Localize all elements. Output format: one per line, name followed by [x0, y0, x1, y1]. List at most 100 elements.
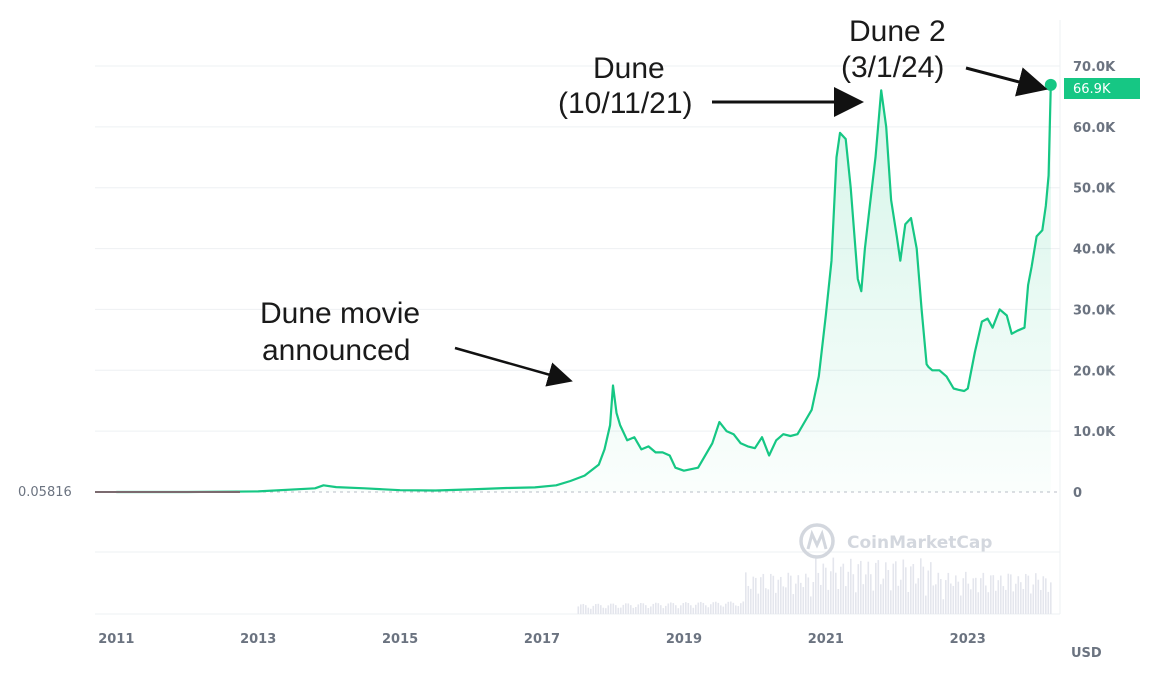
- volume-bar: [832, 557, 835, 614]
- last-price-dot: [1044, 78, 1057, 91]
- volume-bar: [915, 583, 917, 614]
- volume-bar: [1010, 574, 1012, 614]
- volume-bar: [602, 607, 605, 614]
- volume-bar: [1050, 582, 1052, 614]
- volume-bar: [925, 595, 927, 614]
- volume-bar: [942, 599, 945, 614]
- y-tick-label: 50.0K: [1073, 182, 1116, 197]
- volume-bar: [665, 605, 667, 614]
- volume-bar: [717, 602, 720, 614]
- last-price-label: 66.9K: [1073, 82, 1111, 97]
- annotation-dune-movie-line1: Dune movie: [260, 297, 420, 330]
- y-tick-label: 0: [1073, 486, 1082, 501]
- volume-bar: [775, 592, 777, 614]
- y-tick-label: 20.0K: [1073, 364, 1116, 379]
- volume-bar: [755, 577, 757, 614]
- volume-bar: [695, 604, 697, 614]
- volume-bar: [607, 605, 610, 614]
- volume-bar: [770, 573, 772, 614]
- volume-bar: [852, 574, 855, 614]
- volume-bar: [847, 571, 850, 614]
- volume-bar: [910, 566, 912, 614]
- volume-bar: [837, 588, 840, 614]
- volume-bar: [940, 578, 942, 614]
- volume-bar: [890, 590, 892, 614]
- volume-bar: [1005, 589, 1007, 614]
- volume-bar: [780, 576, 782, 614]
- volume-bar: [710, 604, 712, 614]
- volume-bar: [872, 590, 875, 614]
- volume-bar: [745, 572, 747, 614]
- volume-bar: [712, 602, 715, 614]
- volume-bar: [815, 558, 817, 614]
- volume-bar: [725, 603, 727, 614]
- currency-label: USD: [1071, 646, 1102, 661]
- volume-bar: [787, 572, 790, 614]
- volume-bar: [992, 575, 995, 614]
- volume-bar: [947, 572, 950, 614]
- volume-bar: [732, 602, 735, 614]
- volume-bar: [1045, 578, 1047, 614]
- volume-bar: [980, 578, 982, 614]
- volume-bar: [875, 562, 877, 614]
- volume-bar: [882, 578, 885, 614]
- volume-bar: [655, 602, 657, 614]
- volume-bar: [1025, 573, 1027, 614]
- volume-bar: [985, 585, 987, 614]
- volume-bar: [737, 606, 740, 614]
- volume-bar: [752, 576, 755, 614]
- x-tick-label: 2023: [950, 632, 986, 647]
- volume-bar: [582, 603, 585, 614]
- volume-bar: [922, 566, 925, 614]
- volume-bar: [840, 566, 842, 614]
- volume-bar: [690, 605, 692, 614]
- volume-bar: [1007, 573, 1010, 614]
- volume-bar: [767, 589, 770, 614]
- volume-bar: [995, 590, 997, 614]
- volume-bar: [722, 606, 725, 614]
- volume-bar: [740, 603, 742, 614]
- annotation-dune-2-line2: (3/1/24): [841, 51, 944, 84]
- volume-bar: [1030, 593, 1032, 614]
- volume-bar: [1020, 582, 1022, 614]
- annotation-dune-2: Dune 2 (3/1/24): [841, 15, 1048, 97]
- price-line: [116, 84, 1052, 494]
- annotation-dune-2-line1: Dune 2: [849, 15, 946, 48]
- volume-bar: [855, 592, 857, 614]
- volume-bar: [812, 582, 815, 614]
- volume-bar: [820, 584, 822, 614]
- volume-bar: [790, 575, 792, 614]
- volume-bar: [685, 602, 687, 614]
- volume-bar: [965, 571, 967, 614]
- volume-bar: [590, 608, 592, 614]
- volume-bar: [762, 573, 765, 614]
- volume-bar: [587, 607, 590, 614]
- y-tick-label: 40.0K: [1073, 243, 1116, 258]
- volume-bar: [892, 563, 895, 614]
- volume-bar: [982, 572, 985, 614]
- coinmarketcap-logo-icon: [799, 523, 835, 559]
- volume-bar: [750, 588, 752, 614]
- volume-bar: [810, 596, 812, 614]
- volume-bar: [785, 587, 787, 614]
- volume-bar: [930, 562, 932, 614]
- volume-bar: [650, 606, 652, 614]
- volume-bar: [1040, 589, 1042, 614]
- volume-bar: [670, 602, 672, 614]
- volume-bar: [927, 570, 930, 614]
- volume-bar: [610, 603, 612, 614]
- last-price-badge: [1064, 78, 1140, 99]
- volume-bar: [777, 579, 780, 614]
- volume-bar: [1002, 586, 1005, 614]
- volume-bar: [727, 601, 730, 614]
- volume-bar: [935, 584, 937, 614]
- volume-bar: [637, 604, 640, 614]
- annotation-dune-line1: Dune: [593, 52, 665, 85]
- volume-bar: [622, 604, 625, 614]
- volume-bar: [692, 607, 695, 614]
- volume-bar: [677, 608, 680, 614]
- volume-bar: [720, 605, 722, 614]
- volume-bar: [862, 584, 865, 614]
- volume-bar: [902, 559, 905, 614]
- annotation-dune-line2: (10/11/21): [558, 87, 693, 120]
